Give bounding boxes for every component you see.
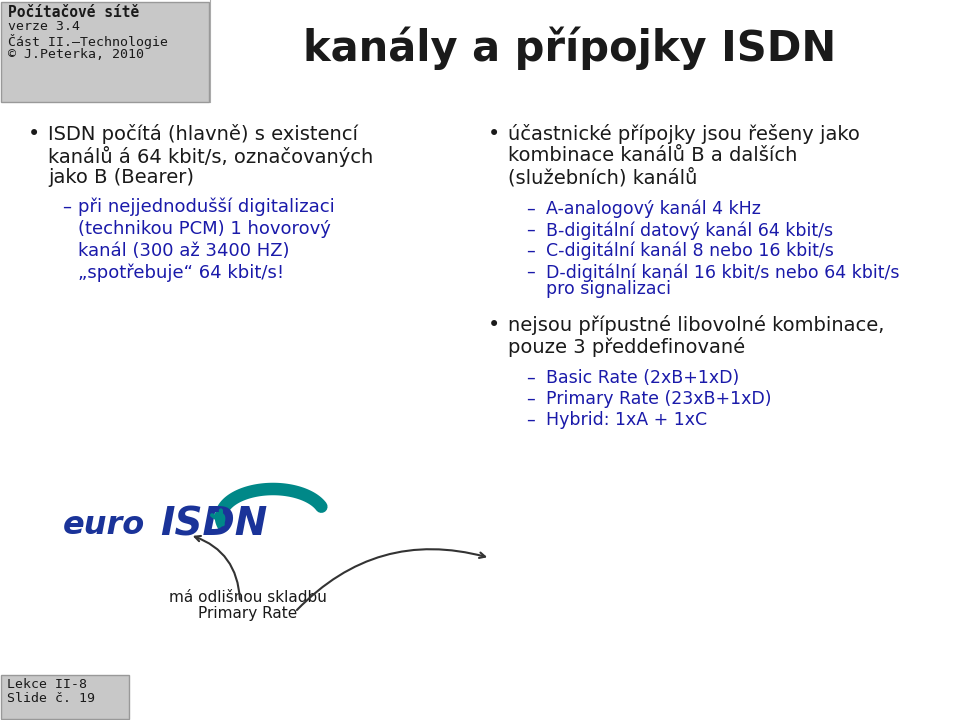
Text: –: –	[526, 263, 535, 281]
Text: účastnické přípojky jsou řešeny jako: účastnické přípojky jsou řešeny jako	[508, 124, 860, 144]
Text: Basic Rate (2xB+1xD): Basic Rate (2xB+1xD)	[546, 369, 739, 387]
Text: B-digitální datový kanál 64 kbit/s: B-digitální datový kanál 64 kbit/s	[546, 221, 833, 240]
Text: kanály a přípojky ISDN: kanály a přípojky ISDN	[303, 27, 836, 71]
Text: D-digitální kanál 16 kbit/s nebo 64 kbit/s: D-digitální kanál 16 kbit/s nebo 64 kbit…	[546, 263, 900, 282]
Text: pro signalizaci: pro signalizaci	[546, 280, 671, 298]
Text: (služebních) kanálů: (služebních) kanálů	[508, 168, 697, 187]
Text: (technikou PCM) 1 hovorový: (technikou PCM) 1 hovorový	[78, 220, 331, 238]
Text: C-digitální kanál 8 nebo 16 kbit/s: C-digitální kanál 8 nebo 16 kbit/s	[546, 242, 834, 261]
Text: Primary Rate (23xB+1xD): Primary Rate (23xB+1xD)	[546, 390, 772, 408]
Text: ISDN: ISDN	[160, 506, 267, 544]
Text: Lekce II-8: Lekce II-8	[7, 678, 87, 691]
Text: Hybrid: 1xA + 1xC: Hybrid: 1xA + 1xC	[546, 411, 708, 429]
Text: má odlišnou skladbu: má odlišnou skladbu	[169, 590, 327, 605]
Text: –: –	[526, 390, 535, 408]
Text: ISDN počítá (hlavně) s existencí: ISDN počítá (hlavně) s existencí	[48, 124, 358, 144]
Text: pouze 3 předdefinované: pouze 3 předdefinované	[508, 337, 745, 357]
Text: nejsou přípustné libovolné kombinace,: nejsou přípustné libovolné kombinace,	[508, 315, 884, 335]
Text: kombinace kanálů B a dalších: kombinace kanálů B a dalších	[508, 146, 798, 165]
Text: –: –	[526, 221, 535, 239]
Text: •: •	[488, 315, 500, 335]
Text: –: –	[526, 369, 535, 387]
Text: –: –	[526, 411, 535, 429]
Text: Počítačové sítě: Počítačové sítě	[8, 5, 139, 20]
Text: Slide č. 19: Slide č. 19	[7, 692, 95, 705]
Text: při nejjednodušší digitalizaci: při nejjednodušší digitalizaci	[78, 198, 335, 217]
Text: Primary Rate: Primary Rate	[199, 606, 298, 621]
Text: verze 3.4: verze 3.4	[8, 20, 80, 33]
FancyBboxPatch shape	[1, 2, 209, 102]
Text: jako B (Bearer): jako B (Bearer)	[48, 168, 194, 187]
Text: A-analogový kanál 4 kHz: A-analogový kanál 4 kHz	[546, 200, 761, 218]
Text: euro: euro	[62, 510, 145, 541]
Text: „spotřebuje“ 64 kbit/s!: „spotřebuje“ 64 kbit/s!	[78, 264, 284, 282]
FancyBboxPatch shape	[1, 675, 129, 719]
Text: © J.Peterka, 2010: © J.Peterka, 2010	[8, 48, 144, 61]
Text: kanál (300 až 3400 HZ): kanál (300 až 3400 HZ)	[78, 242, 290, 260]
Text: Část II.–Technologie: Část II.–Technologie	[8, 34, 168, 49]
Text: –: –	[62, 198, 71, 216]
Text: •: •	[28, 124, 40, 144]
Text: kanálů á 64 kbit/s, označovaných: kanálů á 64 kbit/s, označovaných	[48, 146, 373, 167]
Text: •: •	[488, 124, 500, 144]
Text: –: –	[526, 200, 535, 218]
Text: –: –	[526, 242, 535, 260]
